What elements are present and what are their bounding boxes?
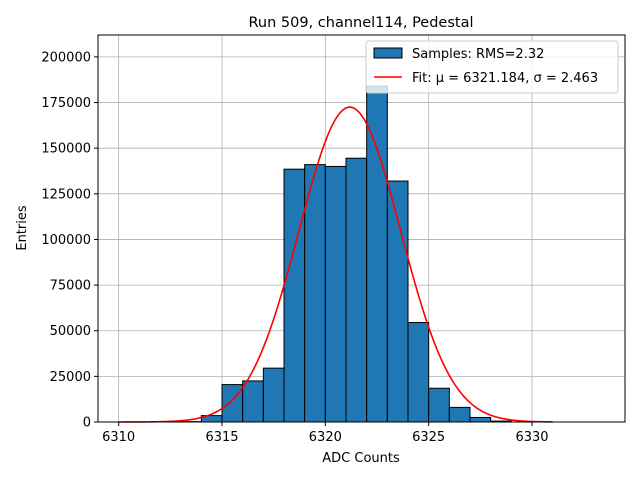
y-axis-ticks: 0 25000 50000 75000 100000 125000 150000 175000… [41, 50, 98, 431]
x-tick-label: 6330 [515, 430, 548, 445]
x-axis-label: ADC Counts [322, 451, 400, 466]
y-tick-label: 25000 [50, 370, 91, 385]
fit-curve-group [118, 106, 553, 423]
legend: Samples: RMS=2.32 Fit: μ = 6321.184, σ =… [365, 40, 619, 94]
histogram-bar [428, 387, 450, 423]
histogram-bar [262, 367, 285, 423]
histogram-bar [242, 380, 264, 423]
y-tick-label: 0 [83, 416, 91, 431]
x-tick-label: 6310 [102, 430, 135, 445]
x-axis-ticks: 6310 6315 6320 6325 6330 [102, 422, 549, 445]
plot-frame [97, 34, 626, 423]
histogram-bar [221, 384, 244, 423]
x-tick-label: 6325 [412, 430, 445, 445]
y-tick-label: 150000 [41, 142, 91, 157]
histogram-bar [469, 416, 492, 423]
histogram-bar [324, 165, 347, 423]
y-tick-label: 200000 [41, 50, 91, 65]
histogram-bars [180, 85, 512, 423]
x-tick-label: 6320 [309, 430, 342, 445]
histogram-bar [407, 322, 430, 423]
y-tick-label: 100000 [41, 233, 91, 248]
x-tick-label: 6315 [205, 430, 238, 445]
histogram-bar [448, 406, 471, 423]
histogram-bar [283, 168, 306, 423]
y-tick-label: 175000 [41, 96, 91, 111]
legend-box [365, 40, 619, 94]
histogram-bar [366, 85, 388, 423]
legend-label-fit: Fit: μ = 6321.184, σ = 2.463 [412, 71, 598, 86]
y-tick-label: 125000 [41, 187, 91, 202]
legend-label-samples: Samples: RMS=2.32 [412, 47, 544, 62]
y-tick-label: 75000 [50, 279, 91, 294]
histogram-bar [304, 164, 326, 423]
legend-swatch-samples [373, 47, 403, 59]
histogram-bar [345, 157, 368, 423]
fit-curve [118, 106, 553, 423]
chart-title: Run 509, channel114, Pedestal [248, 15, 473, 31]
y-axis-label: Entries [15, 205, 30, 251]
y-tick-label: 50000 [50, 324, 91, 339]
